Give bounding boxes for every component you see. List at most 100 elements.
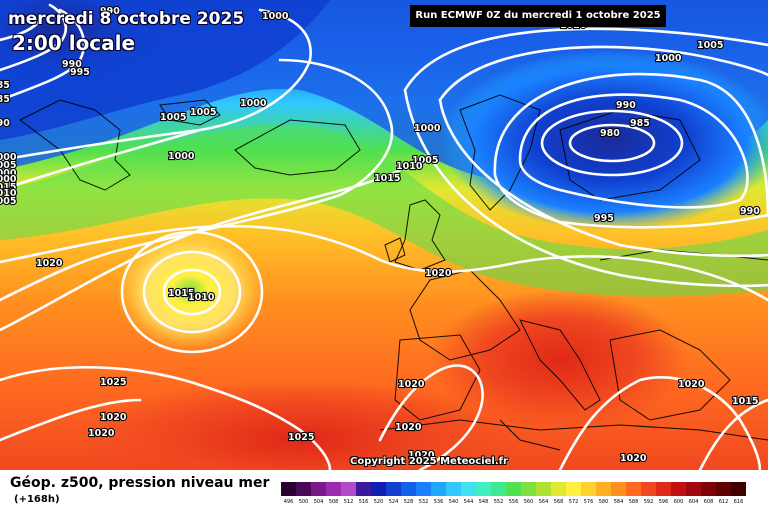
legend-swatch (401, 482, 417, 496)
pressure-label: 1005 (190, 107, 216, 118)
isobar-1000-east-south (438, 98, 768, 258)
legend-value: 556 (508, 499, 519, 505)
pressure-label: 1000 (0, 174, 17, 185)
legend-value: 600 (673, 499, 684, 505)
legend-value: 548 (478, 499, 489, 505)
legend-value: 596 (658, 499, 669, 505)
legend-swatch (506, 482, 522, 496)
legend-swatch (476, 482, 492, 496)
legend-value: 584 (613, 499, 624, 505)
pressure-label: 1005 (697, 40, 723, 51)
pressure-label: 990 (740, 206, 760, 217)
pressure-label: 1020 (88, 428, 115, 439)
legend-value: 508 (328, 499, 339, 505)
pressure-label: 1000 (0, 168, 17, 179)
pressure-label: 995 (70, 67, 90, 78)
legend-swatch (371, 482, 387, 496)
geopotential-map: 1000 990 990 995 985 985 990 1000 1005 1… (0, 0, 768, 470)
legend-value: 592 (643, 499, 654, 505)
scandinavia-low-field (440, 50, 768, 230)
isobar-1015 (0, 168, 402, 332)
isobar-1025 (0, 366, 332, 470)
legend-swatch (311, 482, 327, 496)
legend-swatch (596, 482, 612, 496)
legend-value: 516 (358, 499, 369, 505)
legend-swatch (326, 482, 342, 496)
pressure-label: 1020 (408, 450, 435, 461)
isobar-1005-west (0, 128, 202, 192)
isobar-1020-iberia (378, 364, 484, 470)
legend-footer: Géop. z500, pression niveau mer (+168h) … (0, 470, 768, 512)
legend-value: 500 (298, 499, 309, 505)
legend-value: 496 (283, 499, 294, 505)
legend-swatch (386, 482, 402, 496)
pressure-label: 1000 (168, 151, 195, 162)
legend-value: 612 (718, 499, 729, 505)
pressure-label: 1010 (0, 188, 17, 199)
pressure-label: 1010 (188, 292, 215, 303)
legend-swatch (341, 482, 357, 496)
isobar-1000-east (438, 45, 768, 102)
legend-swatch (581, 482, 597, 496)
pressure-label: 1005 (412, 155, 438, 166)
legend-value: 528 (403, 499, 414, 505)
legend-swatch (446, 482, 462, 496)
pressure-label: 985 (0, 94, 10, 105)
copyright-notice: Copyright 2025 Meteociel.fr (350, 456, 508, 467)
pressure-label: 1005 (160, 112, 186, 123)
pressure-label: 990 (616, 100, 636, 111)
pressure-label: 995 (594, 213, 614, 224)
isobar-1020 (0, 224, 768, 302)
isobar-980 (568, 123, 656, 163)
pressure-label: 1005 (0, 160, 16, 171)
legend-swatch (641, 482, 657, 496)
isobar-990 (518, 93, 749, 209)
color-scale: 496 500 504 508 512 516 520 524 528 532 536 540 544 5… (281, 482, 747, 509)
legend-value: 536 (433, 499, 444, 505)
legend-swatch (536, 482, 552, 496)
forecast-time-title: 2:00 locale (12, 31, 136, 55)
pressure-label: 1000 (414, 123, 441, 134)
isobar-1020-south (0, 398, 142, 442)
legend-value: 572 (568, 499, 579, 505)
pressure-label: 1015 (374, 173, 400, 184)
legend-value: 608 (703, 499, 714, 505)
legend-value: 544 (463, 499, 474, 505)
pressure-label: 1000 (240, 98, 267, 109)
legend-swatch (731, 482, 747, 496)
pressure-label: 1020 (36, 258, 63, 269)
legend-value: 604 (688, 499, 699, 505)
isobar-985-west (0, 18, 42, 42)
pressure-label: 985 (0, 80, 10, 91)
pressure-label: 1025 (100, 377, 126, 388)
legend-swatch (461, 482, 477, 496)
pressure-label: 1000 (0, 152, 17, 163)
pressure-label: 1020 (398, 379, 425, 390)
legend-value: 568 (553, 499, 564, 505)
legend-swatch (416, 482, 432, 496)
isobar-cutoff-1020 (120, 230, 264, 354)
legend-value: 564 (538, 499, 549, 505)
legend-swatch (296, 482, 312, 496)
legend-swatch (671, 482, 687, 496)
pressure-label: 1000 (262, 11, 289, 22)
pressure-labels: 1000 990 990 995 985 985 990 1000 1005 1… (0, 5, 761, 465)
pressure-label: 1000 (655, 53, 682, 64)
pressure-label: 990 (0, 118, 10, 129)
pressure-label: 1015 (0, 182, 16, 193)
legend-value: 560 (523, 499, 534, 505)
isobars (0, 3, 768, 470)
legend-value: 512 (343, 499, 354, 505)
isobar-1020-italy (558, 376, 762, 470)
pressure-label: 1020 (395, 422, 422, 433)
pressure-label: 1015 (732, 396, 758, 407)
legend-swatch (491, 482, 507, 496)
pressure-label: 1020 (100, 412, 127, 423)
pressure-label: 980 (600, 128, 620, 139)
pressure-label: 990 (100, 6, 120, 17)
isobar-cutoff-1010 (162, 268, 222, 316)
legend-swatch (701, 482, 717, 496)
legend-swatch (281, 482, 297, 496)
legend-swatch (431, 482, 447, 496)
